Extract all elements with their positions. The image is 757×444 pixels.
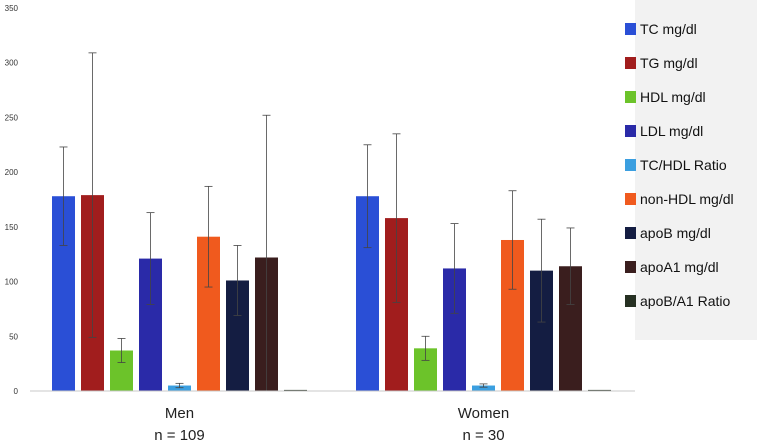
legend-swatch xyxy=(625,193,636,205)
y-tick-label: 250 xyxy=(5,113,19,122)
group-sample-size: n = 30 xyxy=(462,427,504,444)
group-label: Women xyxy=(458,405,509,422)
bar xyxy=(501,239,524,391)
legend-label: HDL mg/dl xyxy=(640,89,706,105)
group-label: Men xyxy=(165,405,194,422)
bar xyxy=(226,280,249,391)
bars xyxy=(52,195,611,391)
y-tick-label: 0 xyxy=(14,387,19,396)
bar xyxy=(168,385,191,391)
bar xyxy=(284,389,307,391)
y-axis: 0 50 100 150 200 250 300 350 xyxy=(5,4,19,396)
y-tick-label: 300 xyxy=(5,59,19,68)
legend-panel xyxy=(635,0,757,340)
legend-label: non-HDL mg/dl xyxy=(640,191,734,207)
legend-label: TC/HDL Ratio xyxy=(640,157,727,173)
bar xyxy=(530,270,553,391)
legend-label: apoA1 mg/dl xyxy=(640,259,719,275)
legend-label: TG mg/dl xyxy=(640,55,698,71)
legend-swatch xyxy=(625,91,636,103)
legend: TC mg/dl TG mg/dl HDL mg/dl LDL mg/dl TC/HDL… xyxy=(625,21,734,309)
bar xyxy=(197,236,220,391)
bar xyxy=(588,389,611,391)
bar xyxy=(559,266,582,391)
group-sample-size: n = 109 xyxy=(154,427,204,444)
bar xyxy=(139,258,162,391)
y-tick-label: 350 xyxy=(5,4,19,13)
y-tick-label: 200 xyxy=(5,168,19,177)
bar xyxy=(356,196,379,391)
bar xyxy=(385,218,408,391)
legend-swatch xyxy=(625,125,636,137)
bar xyxy=(414,348,437,391)
bar xyxy=(443,268,466,391)
error-bars xyxy=(59,52,575,392)
legend-label: apoB mg/dl xyxy=(640,225,711,241)
legend-label: LDL mg/dl xyxy=(640,123,703,139)
legend-swatch xyxy=(625,23,636,35)
y-tick-label: 50 xyxy=(9,332,18,341)
y-tick-label: 100 xyxy=(5,278,19,287)
legend-label: TC mg/dl xyxy=(640,21,697,37)
legend-label: apoB/A1 Ratio xyxy=(640,293,730,309)
y-tick-label: 150 xyxy=(5,223,19,232)
legend-swatch xyxy=(625,227,636,239)
bar xyxy=(110,350,133,391)
bar xyxy=(472,385,495,391)
legend-swatch xyxy=(625,295,636,307)
x-axis-labels: Men n = 109 Women n = 30 xyxy=(154,405,509,444)
legend-swatch xyxy=(625,261,636,273)
legend-swatch xyxy=(625,159,636,171)
bar xyxy=(52,196,75,391)
legend-swatch xyxy=(625,57,636,69)
